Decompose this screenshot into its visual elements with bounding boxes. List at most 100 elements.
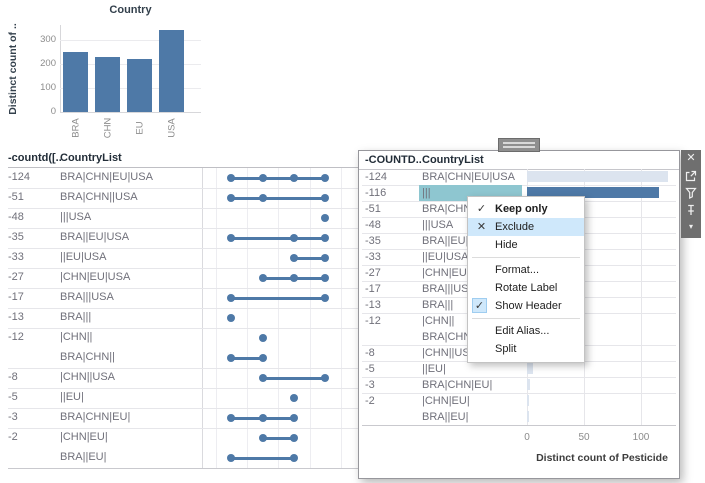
row-countrylist-value[interactable]: ||EU|: [60, 391, 84, 403]
row-count-value[interactable]: -2: [8, 431, 18, 443]
menu-item-show-header[interactable]: ✓ Show Header: [468, 297, 584, 315]
row-countrylist-value[interactable]: |CHN||: [60, 331, 93, 343]
panel-row-countrylist[interactable]: |CHN|EU|: [422, 395, 470, 407]
dot-connector-line[interactable]: [231, 236, 326, 240]
filter-icon[interactable]: [681, 184, 701, 201]
row-count-value[interactable]: -8: [8, 371, 18, 383]
row-countrylist-value[interactable]: |CHN|EU|USA: [60, 271, 131, 283]
caret-down-icon[interactable]: ▾: [688, 222, 693, 231]
x-category-label[interactable]: USA: [166, 118, 177, 138]
dot-mark[interactable]: [290, 394, 299, 402]
column-header-countrylist[interactable]: CountryList: [60, 152, 122, 164]
panel-row-count[interactable]: -51: [365, 203, 381, 215]
panel-row-countrylist[interactable]: |||USA: [422, 219, 454, 231]
menu-item-hide[interactable]: Hide: [468, 236, 584, 254]
dot-mark[interactable]: [258, 194, 267, 202]
row-countrylist-value[interactable]: |||USA: [60, 211, 92, 223]
drag-handle[interactable]: [498, 138, 540, 152]
panel-row-countrylist[interactable]: |||: [422, 187, 431, 199]
row-countrylist-value[interactable]: BRA|CHN|EU|: [60, 411, 131, 423]
dot-mark[interactable]: [321, 294, 330, 302]
dot-mark[interactable]: [227, 174, 236, 182]
row-countrylist-value[interactable]: BRA|||USA: [60, 291, 114, 303]
dot-mark[interactable]: [258, 274, 267, 282]
column-header-countd[interactable]: -countd([..: [8, 152, 62, 164]
dot-connector-line[interactable]: [231, 196, 326, 200]
dot-mark[interactable]: [290, 414, 299, 422]
dot-connector-line[interactable]: [262, 376, 326, 380]
dot-mark[interactable]: [290, 174, 299, 182]
row-countrylist-value[interactable]: BRA||EU|USA: [60, 231, 130, 243]
dot-mark[interactable]: [258, 374, 267, 382]
row-count-value[interactable]: -17: [8, 291, 24, 303]
dot-mark[interactable]: [227, 414, 236, 422]
dot-mark[interactable]: [258, 354, 267, 362]
panel-row-count[interactable]: -124: [365, 171, 388, 183]
panel-row-countrylist[interactable]: BRA||EU|: [422, 411, 469, 423]
dot-mark[interactable]: [290, 434, 299, 442]
row-countrylist-value[interactable]: |CHN||USA: [60, 371, 116, 383]
close-icon[interactable]: ✕: [686, 152, 696, 164]
dot-mark[interactable]: [321, 174, 330, 182]
dot-mark[interactable]: [227, 234, 236, 242]
export-icon[interactable]: [681, 167, 701, 184]
dot-mark[interactable]: [227, 454, 236, 462]
dot-mark[interactable]: [258, 334, 267, 342]
panel-row-countrylist[interactable]: ||EU|USA: [422, 251, 469, 263]
dot-connector-line[interactable]: [231, 356, 263, 360]
panel-row-count[interactable]: -12: [365, 315, 381, 327]
row-count-value[interactable]: -13: [8, 311, 24, 323]
x-category-label[interactable]: CHN: [102, 117, 113, 139]
panel-row-count[interactable]: -33: [365, 251, 381, 263]
dot-mark[interactable]: [321, 194, 330, 202]
bar-eu[interactable]: [127, 59, 152, 112]
panel-row-countrylist[interactable]: |CHN||: [422, 315, 455, 327]
dot-mark[interactable]: [321, 254, 330, 262]
x-category-label[interactable]: BRA: [70, 118, 81, 138]
row-count-value[interactable]: -51: [8, 191, 24, 203]
panel-row-count[interactable]: -3: [365, 379, 375, 391]
dot-mark[interactable]: [321, 274, 330, 282]
dot-connector-line[interactable]: [231, 176, 326, 180]
panel-bar[interactable]: [527, 171, 669, 182]
row-count-value[interactable]: -48: [8, 211, 24, 223]
panel-row-count[interactable]: -17: [365, 283, 381, 295]
dot-mark[interactable]: [227, 294, 236, 302]
panel-row-countrylist[interactable]: BRA|||USA: [422, 283, 476, 295]
dot-mark[interactable]: [290, 254, 299, 262]
dot-mark[interactable]: [290, 454, 299, 462]
menu-item-rotate-label[interactable]: Rotate Label: [468, 279, 584, 297]
row-count-value[interactable]: -124: [8, 171, 31, 183]
dot-connector-line[interactable]: [262, 436, 295, 440]
dot-connector-line[interactable]: [231, 456, 295, 460]
dot-mark[interactable]: [227, 314, 236, 322]
menu-item-edit-alias[interactable]: Edit Alias...: [468, 322, 584, 340]
row-countrylist-value[interactable]: |CHN|EU|: [60, 431, 108, 443]
panel-row-countrylist[interactable]: BRA|||: [422, 299, 454, 311]
panel-header-countd[interactable]: -COUNTD..: [365, 154, 422, 166]
panel-row-countrylist[interactable]: |CHN||USA: [422, 347, 478, 359]
menu-item-split[interactable]: Split: [468, 340, 584, 358]
row-countrylist-value[interactable]: BRA|CHN||: [60, 351, 116, 363]
row-countrylist-value[interactable]: BRA|CHN||USA: [60, 191, 138, 203]
dot-mark[interactable]: [227, 354, 236, 362]
row-count-value[interactable]: -27: [8, 271, 24, 283]
panel-bar[interactable]: [527, 363, 533, 374]
panel-row-countrylist[interactable]: BRA|CHN||: [422, 331, 478, 343]
bar-bra[interactable]: [63, 51, 88, 112]
dot-mark[interactable]: [258, 434, 267, 442]
panel-row-count[interactable]: -2: [365, 395, 375, 407]
dot-mark[interactable]: [258, 414, 267, 422]
row-count-value[interactable]: -35: [8, 231, 24, 243]
panel-bar[interactable]: [527, 187, 660, 198]
row-count-value[interactable]: -3: [8, 411, 18, 423]
menu-item-keep-only[interactable]: ✓ Keep only: [468, 200, 584, 218]
panel-row-count[interactable]: -5: [365, 363, 375, 375]
panel-row-count[interactable]: -27: [365, 267, 381, 279]
panel-header-countrylist[interactable]: CountryList: [422, 154, 484, 166]
row-countrylist-value[interactable]: BRA||EU|: [60, 451, 107, 463]
pin-icon[interactable]: [681, 201, 701, 218]
dot-mark[interactable]: [321, 374, 330, 382]
row-count-value[interactable]: -12: [8, 331, 24, 343]
x-category-label[interactable]: EU: [134, 121, 145, 135]
